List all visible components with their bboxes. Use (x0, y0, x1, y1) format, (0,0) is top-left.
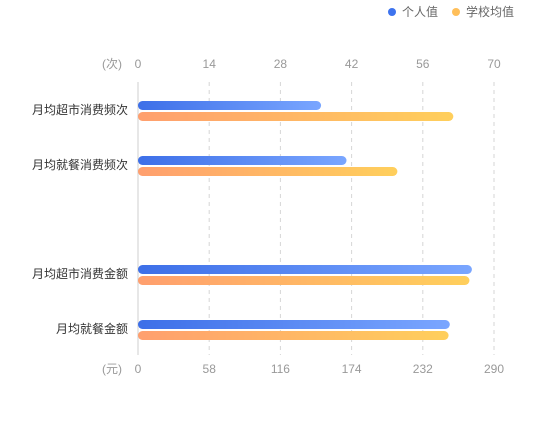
legend-label-school: 学校均值 (465, 5, 514, 19)
bar-school (138, 112, 454, 121)
tick-label: 56 (416, 57, 430, 71)
axis-unit-label: (元) (102, 362, 122, 376)
bar-individual (138, 320, 450, 329)
tick-label: 58 (203, 362, 217, 376)
tick-label: 290 (484, 362, 504, 376)
tick-label: 14 (203, 57, 217, 71)
bar-individual (138, 156, 347, 165)
category-label: 月均超市消费频次 (32, 102, 128, 117)
bar-school (138, 331, 449, 340)
legend-dot-school (451, 7, 460, 16)
tick-label: 174 (342, 362, 362, 376)
axis-unit-label: (次) (102, 57, 122, 71)
legend: 个人值 学校均值 (387, 3, 514, 20)
tick-label: 0 (135, 362, 142, 376)
tick-label: 70 (487, 57, 501, 71)
category-label: 月均超市消费金额 (32, 266, 128, 281)
bar-individual (138, 265, 472, 274)
bar-school (138, 276, 470, 285)
tick-label: 116 (271, 362, 290, 376)
category-label: 月均就餐金额 (56, 321, 128, 336)
tick-label: 42 (345, 57, 359, 71)
bar-individual (138, 101, 322, 110)
tick-label: 232 (413, 362, 433, 376)
bar-school (138, 167, 398, 176)
tick-label: 0 (135, 57, 142, 71)
tick-label: 28 (274, 57, 288, 71)
legend-dot-individual (387, 7, 396, 16)
category-label: 月均就餐消费频次 (32, 157, 128, 172)
legend-item-individual[interactable]: 个人值 (387, 3, 438, 20)
legend-label-individual: 个人值 (401, 5, 438, 19)
legend-item-school[interactable]: 学校均值 (451, 3, 514, 20)
